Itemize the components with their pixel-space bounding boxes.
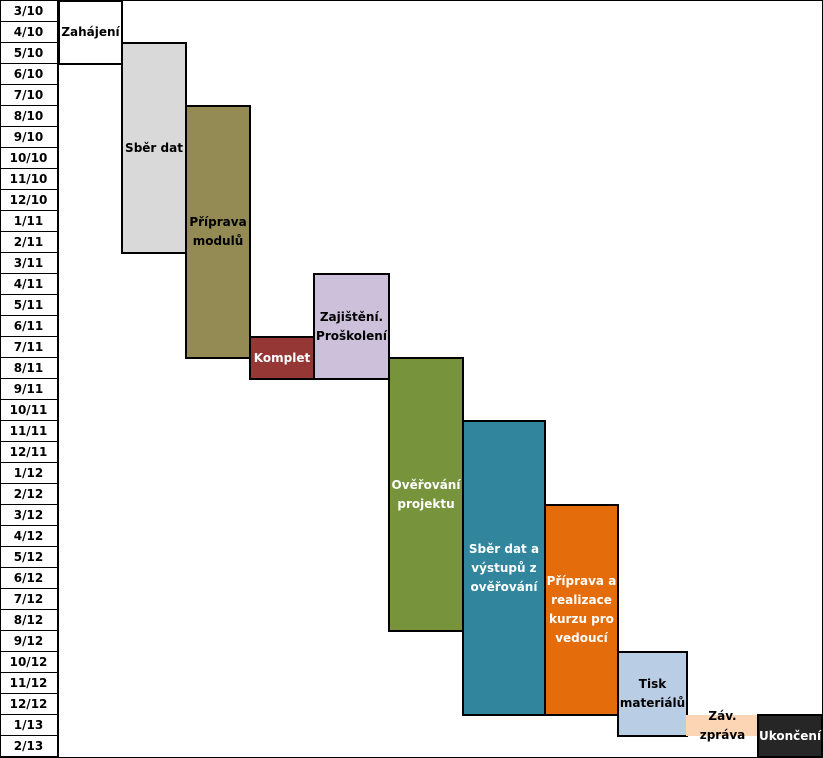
month-label: 6/11 bbox=[0, 316, 59, 337]
month-label: 1/12 bbox=[0, 463, 59, 484]
month-label: 8/10 bbox=[0, 106, 59, 127]
task-priprava-kurzu: Příprava a realizace kurzu pro vedoucí bbox=[544, 504, 619, 716]
task-label: Tisk materiálů bbox=[619, 677, 686, 710]
task-label: Sběr dat a výstupů z ověřování bbox=[468, 541, 540, 594]
month-label: 8/12 bbox=[0, 610, 59, 631]
month-label: 7/10 bbox=[0, 85, 59, 106]
task-label: Záv. zpráva bbox=[699, 708, 746, 742]
task-ukonceni: Ukončení bbox=[757, 714, 823, 758]
month-label: 9/10 bbox=[0, 127, 59, 148]
month-label: 12/12 bbox=[0, 694, 59, 715]
month-label: 1/11 bbox=[0, 211, 59, 232]
month-label: 4/11 bbox=[0, 274, 59, 295]
month-label: 9/12 bbox=[0, 631, 59, 652]
month-label: 6/12 bbox=[0, 568, 59, 589]
month-label: 2/11 bbox=[0, 232, 59, 253]
month-label: 2/12 bbox=[0, 484, 59, 505]
task-sber-dat: Sběr dat bbox=[121, 42, 187, 254]
month-label: 5/10 bbox=[0, 43, 59, 64]
month-label: 7/12 bbox=[0, 589, 59, 610]
month-label: 12/11 bbox=[0, 442, 59, 463]
task-zajisteni-proskoleni: Zajištění. Proškolení bbox=[313, 273, 390, 380]
month-label: 6/10 bbox=[0, 64, 59, 85]
task-label: Příprava modulů bbox=[189, 215, 247, 248]
task-label: Komplet bbox=[253, 350, 311, 365]
month-label: 1/13 bbox=[0, 715, 59, 736]
month-label: 3/10 bbox=[0, 1, 59, 22]
task-label: Zahájení bbox=[61, 25, 120, 39]
month-label: 9/11 bbox=[0, 379, 59, 400]
task-priprava-modulu: Příprava modulů bbox=[185, 105, 251, 359]
month-label: 3/12 bbox=[0, 505, 59, 526]
month-label: 11/10 bbox=[0, 169, 59, 190]
task-zav-zprava: Záv. zpráva bbox=[686, 709, 759, 742]
month-label: 10/11 bbox=[0, 400, 59, 421]
month-label: 5/11 bbox=[0, 295, 59, 316]
task-label: Zajištění. Proškolení bbox=[316, 309, 387, 343]
task-tisk-materialu: Tisk materiálů bbox=[617, 651, 688, 737]
task-label: Ukončení bbox=[758, 728, 822, 743]
month-label: 10/12 bbox=[0, 652, 59, 673]
task-sber-dat-vystupu: Sběr dat a výstupů z ověřování bbox=[462, 420, 546, 716]
month-label: 8/11 bbox=[0, 358, 59, 379]
month-label: 12/10 bbox=[0, 190, 59, 211]
month-label: 4/10 bbox=[0, 22, 59, 43]
month-label: 10/10 bbox=[0, 148, 59, 169]
task-zahajeni: Zahájení bbox=[58, 0, 123, 65]
task-label: Sběr dat bbox=[125, 140, 183, 155]
task-label: Příprava a realizace kurzu pro vedoucí bbox=[546, 574, 617, 645]
month-label: 7/11 bbox=[0, 337, 59, 358]
task-label: Ověřování projektu bbox=[391, 477, 461, 511]
month-label: 2/13 bbox=[0, 736, 59, 757]
month-label: 11/12 bbox=[0, 673, 59, 694]
month-label: 11/11 bbox=[0, 421, 59, 442]
task-komplet: Komplet bbox=[249, 336, 315, 380]
month-label: 5/12 bbox=[0, 547, 59, 568]
task-overovani-projektu: Ověřování projektu bbox=[388, 357, 464, 632]
month-label: 3/11 bbox=[0, 253, 59, 274]
month-label: 4/12 bbox=[0, 526, 59, 547]
